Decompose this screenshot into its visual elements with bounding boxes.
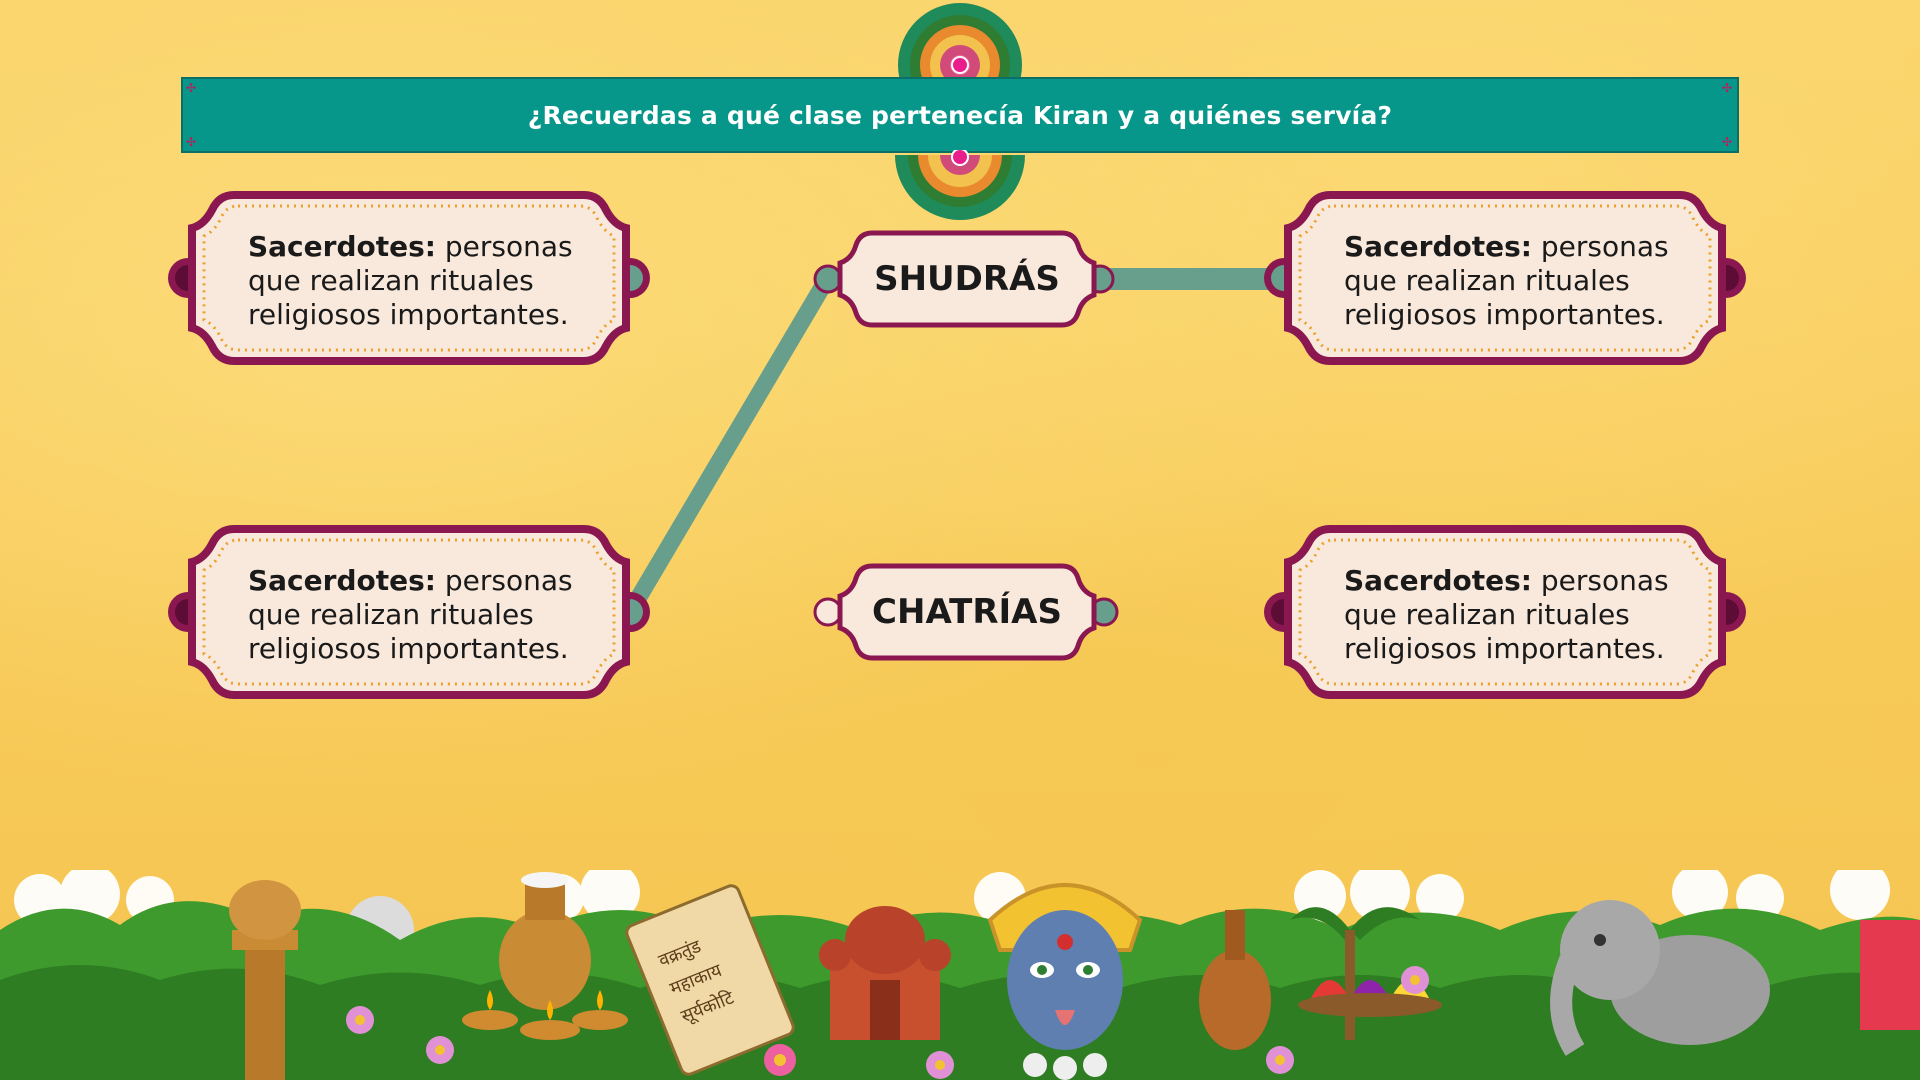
definition-card[interactable]: Sacerdotes: personas que realizan ritual… bbox=[1260, 190, 1750, 366]
card-term: Sacerdotes: bbox=[248, 230, 436, 263]
corner-ornament-icon: ✣ bbox=[186, 135, 197, 149]
mandala-ornament-bottom bbox=[895, 150, 1025, 220]
corner-ornament-icon: ✣ bbox=[1722, 135, 1733, 149]
ashoka-pillar-icon bbox=[229, 880, 301, 1080]
card-text: Sacerdotes: personas que realizan ritual… bbox=[1344, 230, 1689, 332]
flower-icon bbox=[346, 966, 1429, 1079]
color-powder-bowls-icon bbox=[1298, 980, 1442, 1017]
india-scene-illustration: वक्रतुंड महाकाय सूर्यकोटि bbox=[0, 870, 1920, 1080]
card-term: Sacerdotes: bbox=[248, 564, 436, 597]
connection-dot[interactable] bbox=[813, 264, 843, 294]
definition-card[interactable]: Sacerdotes: personas que realizan ritual… bbox=[1260, 524, 1750, 700]
card-definition: personas que realizan rituales religioso… bbox=[248, 564, 573, 665]
diya-lamp-icon bbox=[462, 990, 628, 1040]
question-text: ¿Recuerdas a qué clase pertenecía Kiran … bbox=[527, 100, 1393, 130]
connection-dot[interactable] bbox=[813, 597, 843, 627]
card-text: Sacerdotes: personas que realizan ritual… bbox=[248, 230, 593, 332]
card-text: Sacerdotes: personas que realizan ritual… bbox=[248, 564, 593, 666]
sanskrit-scroll-icon: वक्रतुंड महाकाय सूर्यकोटि bbox=[625, 884, 795, 1076]
corner-ornament-icon: ✣ bbox=[186, 81, 197, 95]
card-definition: personas que realizan rituales religioso… bbox=[1344, 230, 1669, 331]
card-definition: personas que realizan rituales religioso… bbox=[248, 230, 573, 331]
card-term: Sacerdotes: bbox=[1344, 564, 1532, 597]
goddess-kali-icon bbox=[987, 883, 1143, 1080]
class-label: CHATRÍAS bbox=[872, 592, 1062, 632]
elephant-icon bbox=[1550, 900, 1920, 1056]
definition-card[interactable]: Sacerdotes: personas que realizan ritual… bbox=[164, 190, 654, 366]
mandala-ornament-top bbox=[898, 3, 1022, 80]
connector-line bbox=[621, 270, 836, 621]
brass-pot-icon bbox=[499, 872, 591, 1010]
definition-card[interactable]: Sacerdotes: personas que realizan ritual… bbox=[164, 524, 654, 700]
class-label: SHUDRÁS bbox=[874, 259, 1060, 299]
question-banner: ✣ ✣ ✣ ✣ ¿Recuerdas a qué clase pertenecí… bbox=[181, 77, 1739, 153]
palm-tree-icon bbox=[1290, 907, 1420, 1040]
class-pill-chatrias[interactable]: CHATRÍAS bbox=[812, 562, 1122, 662]
card-term: Sacerdotes: bbox=[1344, 230, 1532, 263]
palace-icon bbox=[819, 906, 951, 1040]
class-pill-shudras[interactable]: SHUDRÁS bbox=[812, 229, 1122, 329]
card-definition: personas que realizan rituales religioso… bbox=[1344, 564, 1669, 665]
corner-ornament-icon: ✣ bbox=[1722, 81, 1733, 95]
card-text: Sacerdotes: personas que realizan ritual… bbox=[1344, 564, 1689, 666]
copper-jug-icon bbox=[1199, 910, 1271, 1050]
